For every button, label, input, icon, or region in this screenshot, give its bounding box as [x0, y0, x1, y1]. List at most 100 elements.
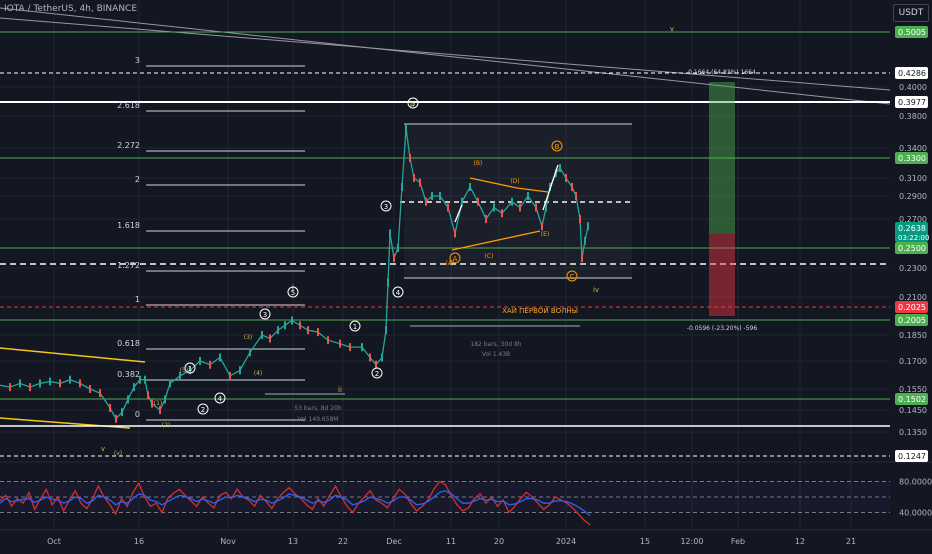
wave-label-1: 2 [201, 406, 205, 414]
wave-label-26: iv [593, 286, 599, 294]
wave-label-7: 3 [384, 203, 388, 211]
wave-label-23: i [292, 284, 294, 292]
time-tick-20: 20 [494, 537, 504, 546]
symbol-title: IOTA / TetherUS, 4h, BINANCE [4, 4, 138, 14]
wave-marker-6 [371, 367, 383, 379]
price-badge-0.4286 [895, 67, 928, 79]
wave-label-4: 5 [291, 289, 295, 297]
triangle-upper-line [469, 177, 549, 193]
price-tick-0.1550: 0.1550 [899, 385, 927, 394]
price-tick-0.1350: 0.1350 [899, 428, 927, 437]
rsi-tick-40.0000: 40.0000 [899, 509, 932, 518]
fib-label-1.618: 1.618 [117, 221, 140, 230]
price-tick-0.1700: 0.1700 [899, 357, 927, 366]
wave-marker-22 [566, 270, 578, 282]
wave-label-27: v [670, 25, 674, 33]
wave-label-14: (5) [180, 367, 189, 374]
price-badge-0.5005 [895, 26, 928, 38]
currency-button[interactable]: USDT [893, 4, 929, 22]
fib-label-1.272: 1.272 [117, 261, 140, 270]
triangle-lower-line [451, 230, 541, 251]
price-tick-0.2900: 0.2900 [899, 192, 927, 201]
wave-label-20: A [453, 255, 458, 263]
price-tick-0.1850: 0.1850 [899, 331, 927, 340]
price-tick-0.4000: 0.4000 [899, 83, 927, 92]
wave-label-18: (D) [510, 178, 519, 185]
price-tick-0.2700: 0.2700 [899, 215, 927, 224]
trendline-lower [0, 17, 891, 91]
time-tick-13: 13 [288, 537, 298, 546]
price-badge-0.3977 [895, 96, 928, 108]
price-badge-text-0.3300: 0.3300 [898, 154, 926, 163]
fib-label-0.382: 0.382 [117, 370, 140, 379]
range-box [404, 124, 632, 278]
time-tick-15: 15 [640, 537, 650, 546]
price-badge-0.2025 [895, 301, 928, 313]
fib-label-0.618: 0.618 [117, 339, 140, 348]
wave-marker-0 [184, 362, 196, 374]
price-badge-text-0.2025: 0.2025 [898, 303, 926, 312]
wave-label-11: (2) [162, 422, 171, 429]
time-tick-12: 12 [795, 537, 805, 546]
price-badge-text-0.3977: 0.3977 [898, 98, 926, 107]
time-tick-Dec: Dec [386, 537, 401, 546]
fib-label-2: 2 [135, 175, 140, 184]
price-badge-text-0.2500: 0.2500 [898, 244, 926, 253]
wave-label-0: 1 [188, 365, 192, 373]
price-tick-0.2300: 0.2300 [899, 264, 927, 273]
price-badge-text-0.2005: 0.2005 [898, 316, 926, 325]
wave-label-22: C [570, 273, 575, 281]
fib-label-2.618: 2.618 [117, 101, 140, 110]
rsi-series-0 [0, 480, 591, 526]
range-stats-1: 182 bars, 30d 8h [470, 341, 521, 348]
price-badge-0.2005 [895, 314, 928, 326]
wave-label-2: 3 [263, 311, 267, 319]
fib-label-1: 1 [135, 295, 140, 304]
range-stats-2-vol: Vol 149.658M [298, 416, 339, 423]
wave-label-9: 5 [411, 100, 415, 108]
wedge-line-upper [0, 347, 146, 363]
wave-label-12: (3) [244, 334, 253, 341]
wave-label-5: 1 [353, 323, 357, 331]
wave-a-leg [454, 204, 463, 223]
wave-marker-1 [197, 403, 209, 415]
wave-marker-9 [407, 97, 419, 109]
price-badge-text-0.5005: 0.5005 [898, 28, 926, 37]
rsi-series-1 [0, 490, 591, 517]
time-tick-Oct: Oct [47, 537, 61, 546]
time-tick-22: 22 [338, 537, 348, 546]
time-tick-12:00: 12:00 [680, 537, 703, 546]
wave-marker-21 [551, 140, 563, 152]
price-tick-0.3400: 0.3400 [899, 144, 927, 153]
time-tick-2024: 2024 [556, 537, 576, 546]
price-badge-text-0.1247: 0.1247 [898, 452, 926, 461]
price-badge-0.1247 [895, 450, 928, 462]
wave-label-10: (1) [154, 400, 163, 407]
wave-marker-20 [449, 252, 461, 264]
rsi-tick-80.0000: 80.0000 [899, 478, 932, 487]
fib-label-2.272: 2.272 [117, 141, 140, 150]
wave-label-19: (E) [541, 231, 549, 238]
price-tick-0.2100: 0.2100 [899, 293, 927, 302]
price-badge-0.2500 [895, 242, 928, 254]
time-tick-Nov: Nov [220, 537, 236, 546]
fib-label-0: 0 [135, 410, 140, 419]
price-tick-0.3100: 0.3100 [899, 174, 927, 183]
long-profit-zone [709, 82, 735, 234]
wave-marker-5 [349, 320, 361, 332]
wave-marker-3 [214, 392, 226, 404]
price-badge-0.3300 [895, 152, 928, 164]
range-stats-1-vol: Vol 1.43B [482, 351, 510, 358]
long-stop-zone [709, 234, 735, 316]
long-target-label: 0.1664 (64.83%) 1664 [688, 69, 756, 76]
range-stats-2: 53 bars, 8d 20h [294, 405, 342, 412]
wave-label-13: (4) [254, 370, 263, 377]
wave-label-17: (C) [485, 253, 494, 260]
current-price-badge [895, 222, 928, 242]
current-price-value: 0.2638 [898, 224, 926, 233]
long-stop-label: -0.0596 (-23.20%) -596 [687, 325, 757, 332]
wave-label-21: B [555, 143, 560, 151]
price-badge-text-0.4286: 0.4286 [898, 69, 926, 78]
